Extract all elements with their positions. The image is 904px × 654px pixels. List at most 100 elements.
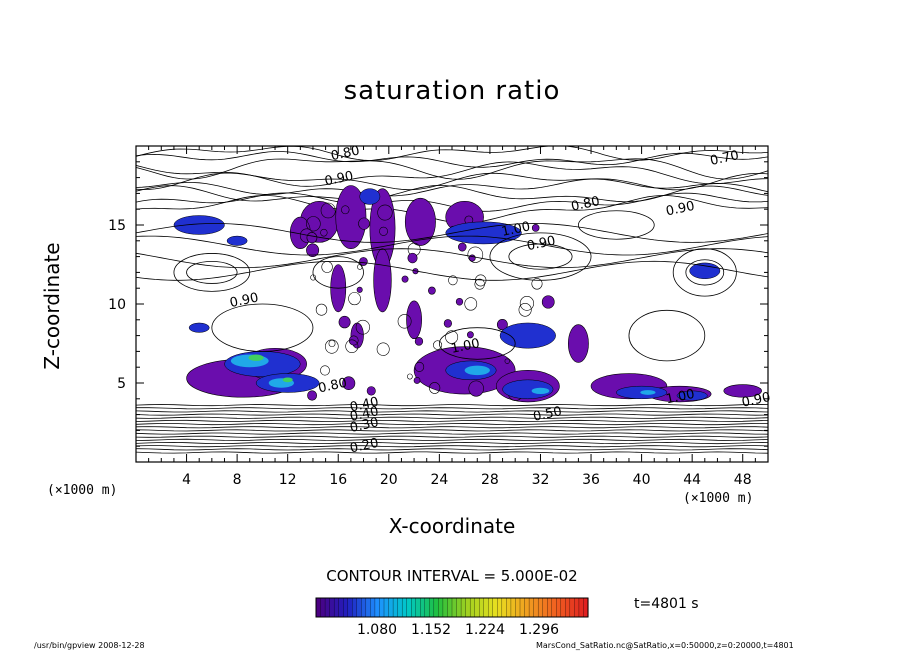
low-contour: [136, 410, 768, 413]
chart-title: saturation ratio: [343, 76, 561, 106]
colorbar-cell: [383, 597, 390, 618]
x-unit-right: (×1000 m): [683, 491, 754, 506]
small-blob: [320, 365, 330, 376]
supersat-patch: [404, 197, 436, 246]
small-blob: [467, 331, 474, 339]
colorbar-cell: [324, 597, 331, 618]
colorbar-cell: [352, 597, 358, 618]
x-tick-label: 16: [329, 472, 347, 488]
closed-contour: [508, 243, 573, 270]
colorbar-cell: [506, 597, 512, 618]
upper-contour-lines: [136, 146, 768, 224]
small-blob: [328, 339, 336, 348]
small-blob: [357, 264, 363, 270]
colorbar-cell: [343, 597, 349, 618]
low-contour: [136, 435, 768, 438]
mid-contour: [136, 260, 768, 281]
small-blob: [531, 278, 543, 290]
colorbar-cell: [329, 597, 335, 618]
colorbar-cell: [510, 597, 517, 618]
colorbar-cell: [542, 597, 548, 618]
contour-label: 0.90: [526, 234, 557, 255]
closed-contour: [186, 260, 238, 284]
colorbar-cell: [483, 597, 489, 618]
blue-core: [502, 379, 554, 400]
x-tick-label: 20: [380, 472, 398, 488]
blue-core: [188, 322, 210, 333]
small-blob: [448, 275, 458, 286]
blue-core: [359, 188, 381, 205]
small-blob: [307, 390, 317, 401]
low-contour: [136, 404, 768, 407]
colorbar-cell: [374, 597, 381, 618]
closed-contour: [438, 327, 516, 360]
small-blob: [455, 297, 464, 306]
colorbar-cell: [442, 597, 449, 618]
colorbar-cell: [547, 597, 553, 618]
colorbar-tick-label: 1.224: [465, 622, 505, 638]
small-blob: [348, 335, 359, 346]
low-contour: [136, 451, 768, 454]
mid-contour: [136, 222, 768, 243]
x-tick-label: 4: [182, 472, 191, 488]
colorbar-cell: [515, 597, 521, 618]
small-blob: [407, 252, 418, 264]
mid-contour: [136, 235, 768, 256]
colorbar-cell: [333, 597, 340, 618]
upper-contour: [136, 158, 768, 180]
mid-contour: [136, 248, 768, 269]
small-blob: [320, 228, 328, 237]
colorbar-cell: [361, 597, 367, 618]
contour-label: 0.40: [349, 404, 380, 425]
colorbar-cell: [556, 597, 562, 618]
small-blob: [519, 296, 534, 311]
closed-contour: [211, 303, 314, 352]
contour-label: 0.80: [330, 143, 361, 164]
small-blob: [407, 373, 413, 380]
colorbar-cell: [315, 597, 322, 618]
small-blob: [358, 217, 370, 230]
small-blob: [518, 303, 532, 317]
small-blob: [338, 315, 351, 329]
colorbar-cell: [479, 597, 485, 618]
y-tick-label: 5: [117, 376, 126, 392]
footer-right: MarsCond_SatRatio.nc@SatRatio,x=0:50000,…: [536, 641, 794, 650]
small-blob: [306, 216, 321, 232]
contour-labels: 0.80 0.700.900.80 0.900.901.000.901.001.00…: [229, 143, 772, 456]
small-blob: [433, 340, 443, 350]
low-contour: [136, 422, 768, 426]
small-blob: [306, 232, 318, 244]
colorbar-frame: [315, 597, 589, 618]
y-axis: 5 10 15: [108, 145, 768, 463]
contour-label: 1.00: [450, 336, 481, 357]
colorbar-tick-label: 1.296: [519, 622, 559, 638]
colorbar-cell: [465, 597, 471, 618]
blue-core: [173, 215, 225, 235]
small-blob: [443, 319, 452, 328]
upper-contour: [136, 151, 768, 168]
closed-contour: [312, 256, 364, 289]
small-blob: [474, 278, 485, 290]
low-contour: [136, 429, 768, 432]
mid-contour-lines: [136, 210, 768, 362]
small-blob: [376, 342, 390, 356]
small-blob: [464, 297, 478, 311]
supersat-patch: [567, 324, 589, 363]
small-blob: [429, 382, 441, 394]
low-contour: [136, 413, 768, 416]
y-tick-label: 15: [108, 218, 126, 234]
colorbar-cell: [433, 597, 439, 618]
colorbar-cell: [338, 597, 344, 618]
small-blob: [321, 261, 333, 273]
colorbar-cell: [347, 597, 353, 618]
contour-label: 0.90: [740, 390, 771, 411]
supersat-patch: [723, 384, 762, 398]
low-contour: [136, 441, 768, 445]
low-contour: [136, 407, 768, 410]
supersat-patch: [406, 300, 422, 340]
cyan-core: [640, 390, 656, 395]
small-blob: [397, 314, 412, 329]
x-tick-label: 24: [430, 472, 448, 488]
low-contour: [136, 432, 768, 435]
small-blob: [306, 243, 320, 258]
